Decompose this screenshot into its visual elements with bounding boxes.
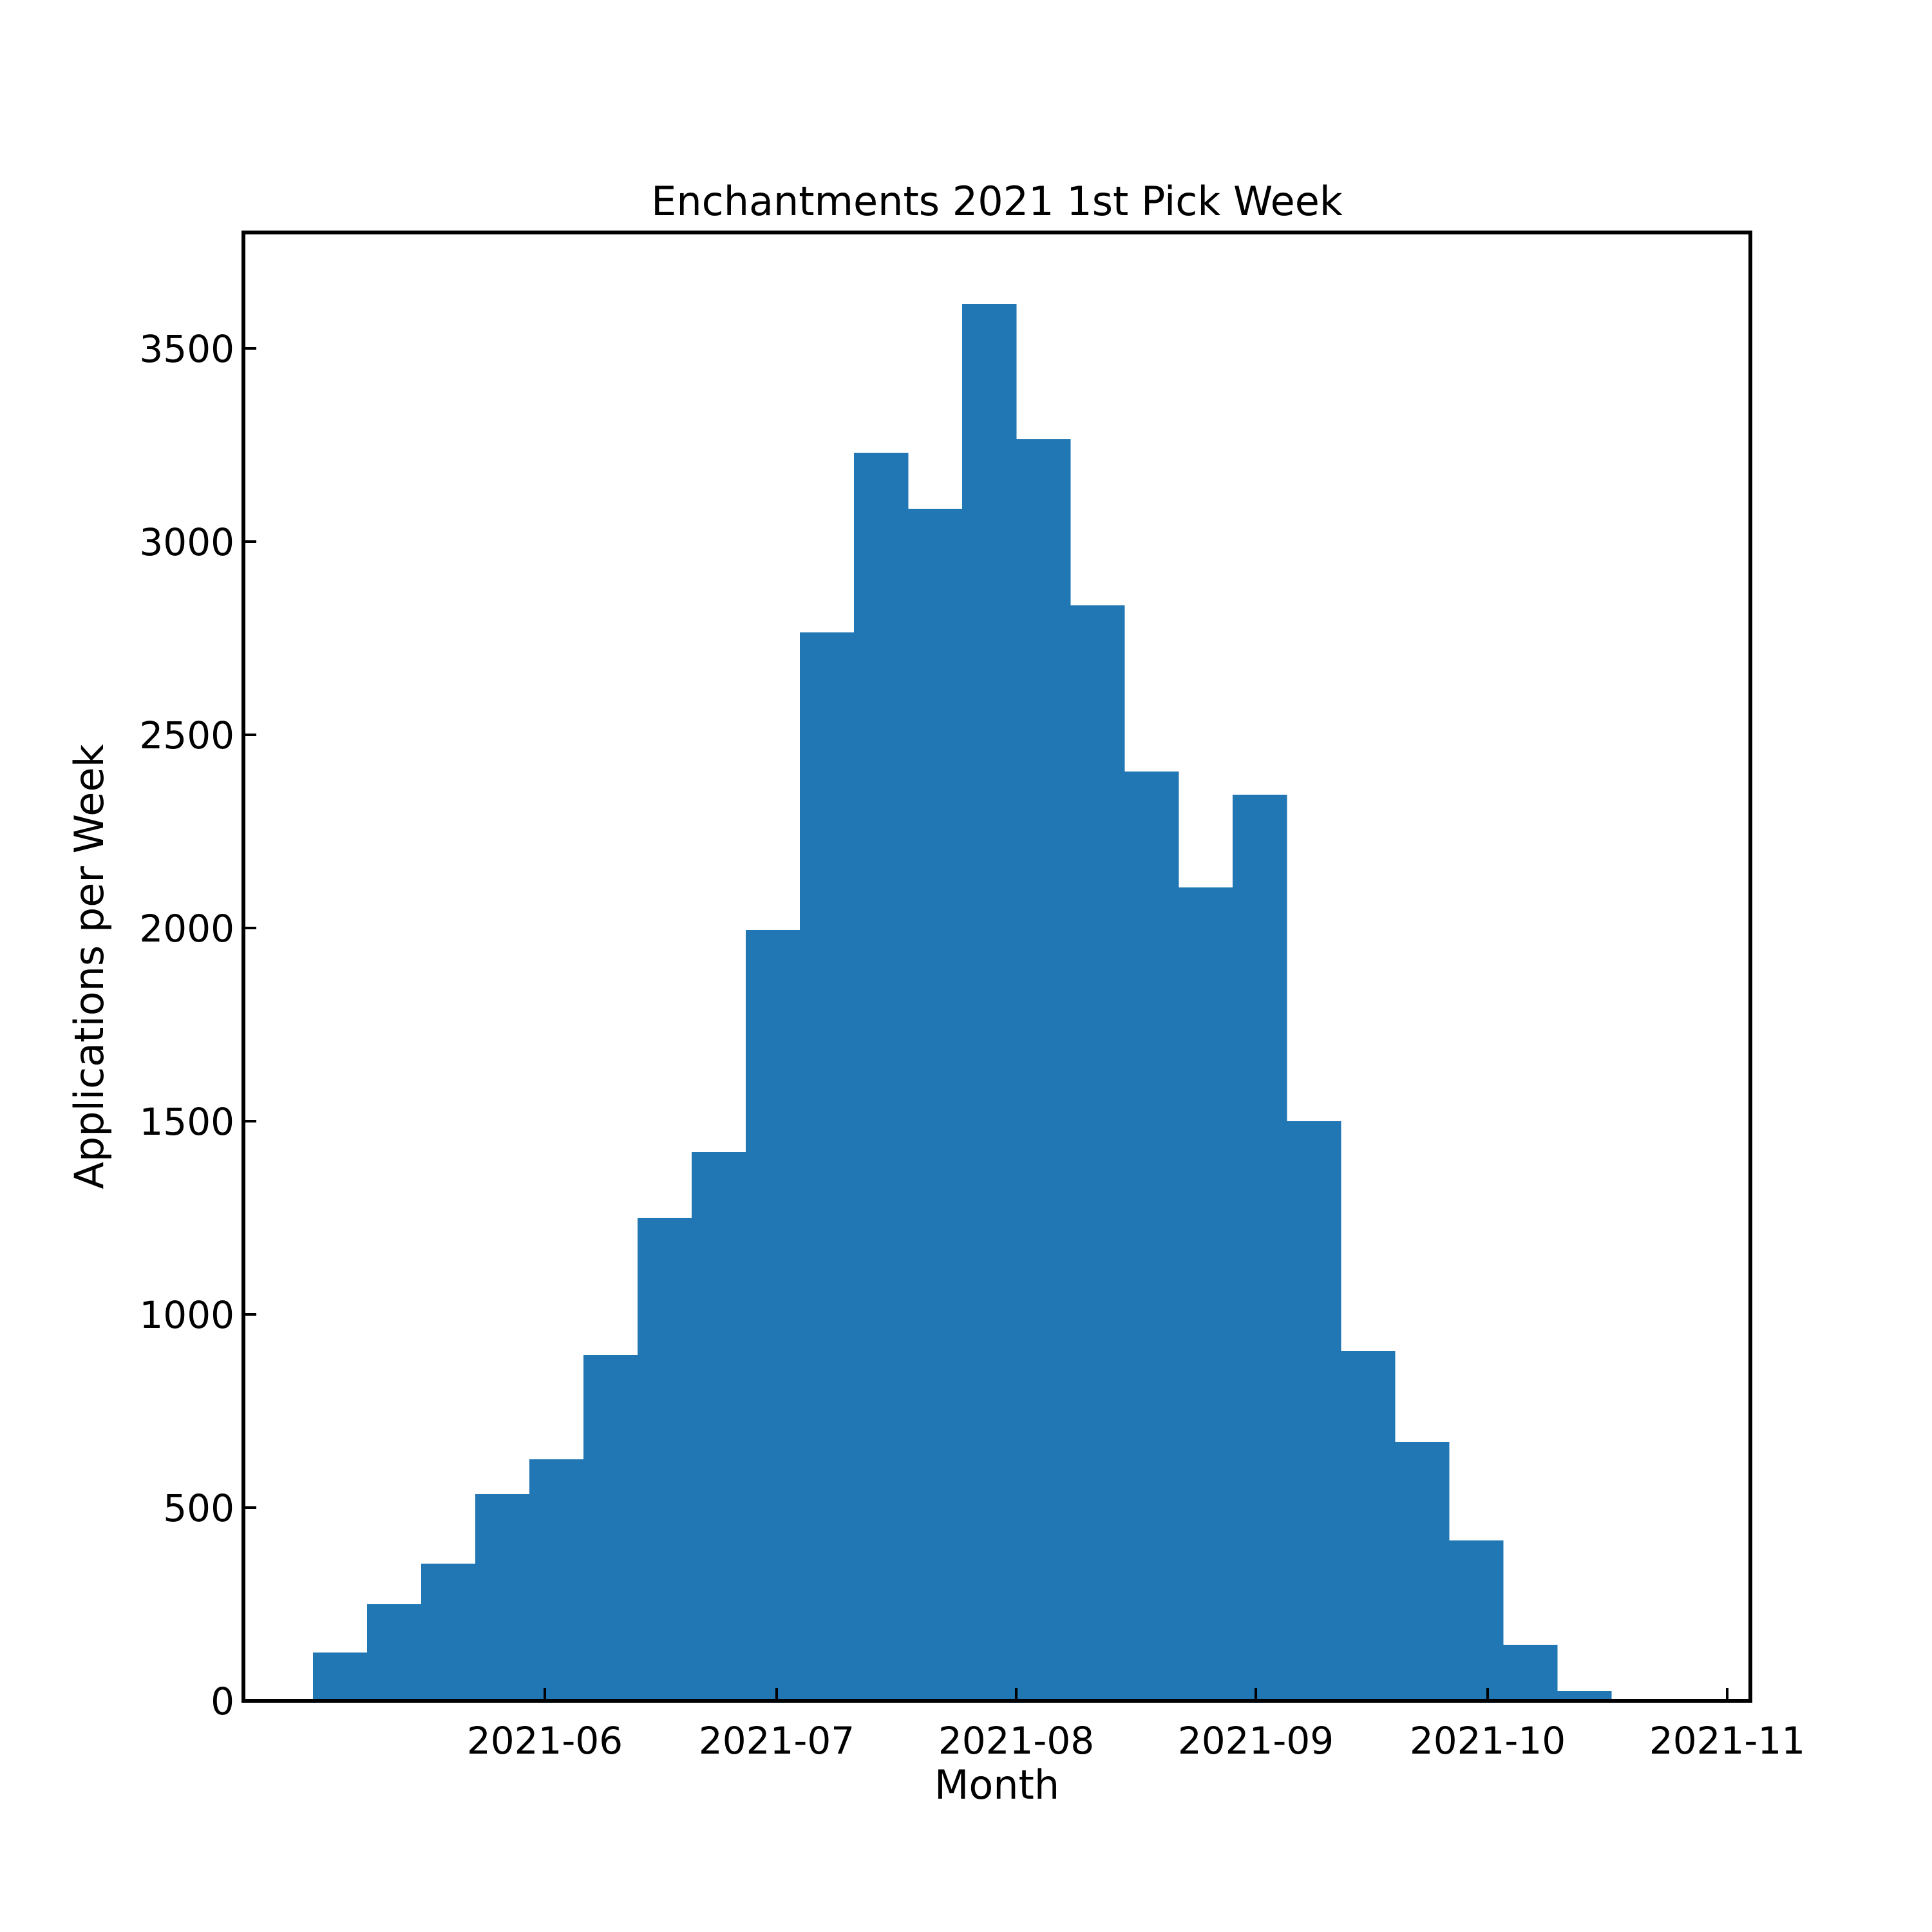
histogram-bar xyxy=(908,509,963,1701)
y-tick-label: 500 xyxy=(163,1486,234,1530)
histogram-bar xyxy=(1287,1121,1341,1701)
histogram-bar xyxy=(1395,1442,1450,1701)
y-tick-label: 0 xyxy=(211,1680,234,1723)
y-axis-label: Applications per Week xyxy=(66,744,113,1189)
y-tick-label: 3500 xyxy=(139,327,234,371)
histogram-bar xyxy=(854,453,909,1701)
histogram-bar xyxy=(746,930,800,1701)
y-tick-label: 3000 xyxy=(139,520,234,564)
y-tick-label: 2000 xyxy=(139,907,234,951)
chart-title: Enchantments 2021 1st Pick Week xyxy=(651,178,1343,225)
histogram-bar xyxy=(313,1653,368,1701)
x-tick-label: 2021-08 xyxy=(938,1719,1094,1763)
histogram-bar xyxy=(583,1355,638,1701)
histogram-bar xyxy=(529,1459,584,1701)
histogram-bar xyxy=(1557,1691,1612,1701)
y-tick-label: 1500 xyxy=(139,1100,234,1144)
x-tick-label: 2021-07 xyxy=(699,1719,855,1763)
plot-frame xyxy=(242,231,1752,1703)
histogram-bar xyxy=(421,1564,476,1701)
histogram-bar xyxy=(1179,887,1233,1701)
x-tick-label: 2021-10 xyxy=(1410,1719,1566,1763)
histogram-bar xyxy=(800,632,855,1701)
histogram-bar xyxy=(1016,439,1071,1701)
y-tick-label: 2500 xyxy=(139,714,234,757)
bars-group xyxy=(313,304,1612,1701)
histogram-bar xyxy=(475,1494,530,1701)
histogram-bar xyxy=(1503,1645,1558,1701)
histogram-bar xyxy=(1233,795,1287,1701)
histogram-bar xyxy=(1070,605,1125,1701)
histogram-bar xyxy=(1341,1351,1396,1701)
ticks-group: 2021-06 2021-07 2021-08 2021-09 2021-10 2021-… xyxy=(139,327,1805,1763)
x-tick-label: 2021-06 xyxy=(467,1719,623,1763)
histogram-bar xyxy=(692,1152,746,1701)
y-tick-label: 1000 xyxy=(139,1293,234,1337)
histogram-bar xyxy=(1449,1540,1504,1701)
x-tick-label: 2021-09 xyxy=(1178,1719,1334,1763)
x-tick-label: 2021-11 xyxy=(1649,1719,1805,1763)
histogram-bar xyxy=(1124,772,1179,1701)
histogram-bar xyxy=(638,1218,692,1701)
x-axis-label: Month xyxy=(934,1761,1059,1808)
histogram-bar xyxy=(962,304,1017,1701)
histogram-bar xyxy=(367,1604,422,1701)
